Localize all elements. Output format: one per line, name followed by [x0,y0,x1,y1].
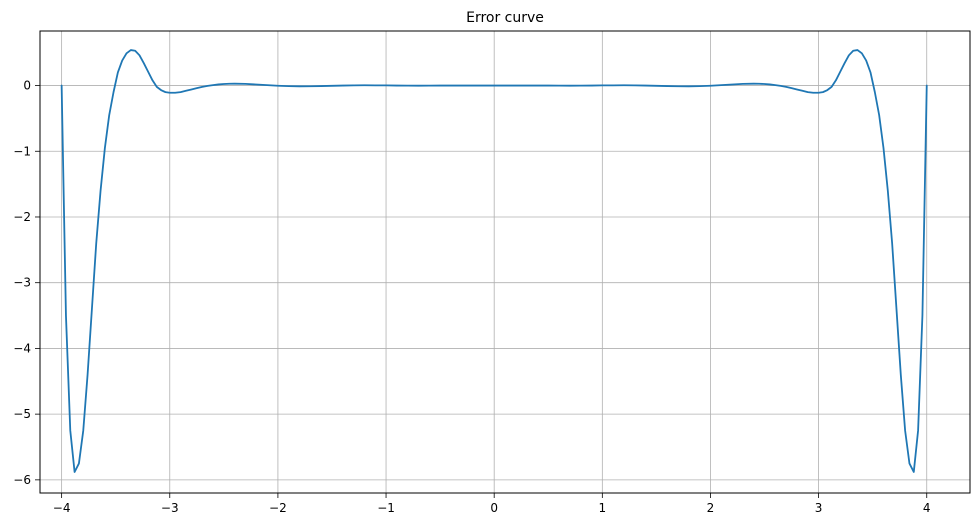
x-tick-label: 4 [923,501,931,515]
x-tick-label: 1 [599,501,607,515]
x-tick-label: 0 [490,501,498,515]
error-curve-line [60,49,928,473]
x-tick-label: −2 [269,501,287,515]
x-axis-ticks: −4 −3 −2 −1 0 1 2 3 4 [53,493,931,515]
chart-title: Error curve [466,10,544,26]
x-tick-label: 3 [815,501,823,515]
x-tick-label: −4 [53,501,71,515]
x-tick-label: −1 [377,501,395,515]
y-tick-label: −5 [13,407,31,421]
y-tick-label: −3 [13,276,31,290]
plot-area-background [40,31,970,493]
y-tick-label: 0 [23,79,31,93]
series-layer [60,49,928,473]
x-tick-label: −3 [161,501,179,515]
y-axis-ticks: 0 −1 −2 −3 −4 −5 −6 [13,79,40,487]
plot-frame [39,30,971,494]
y-tick-label: −1 [13,144,31,158]
y-tick-label: −6 [13,473,31,487]
y-tick-label: −2 [13,210,31,224]
x-tick-label: 2 [707,501,715,515]
y-tick-label: −4 [13,341,31,355]
